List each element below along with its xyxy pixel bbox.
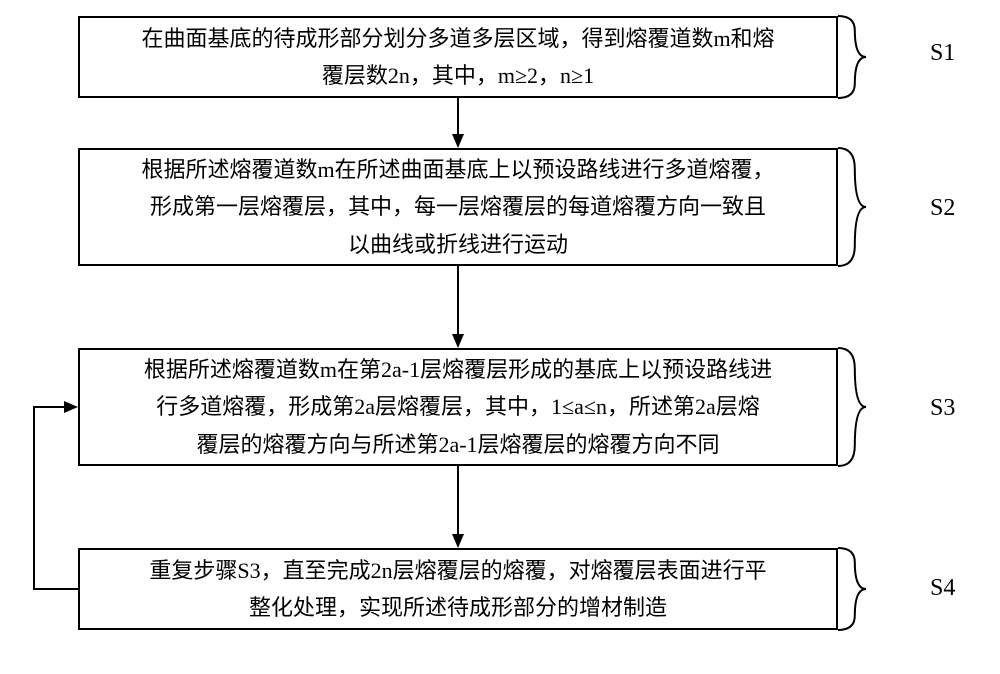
flow-node-s1: 在曲面基底的待成形部分划分多道多层区域，得到熔覆道数m和熔 覆层数2n，其中，m… [78, 16, 838, 98]
flow-node-s3: 根据所述熔覆道数m在第2a-1层熔覆层形成的基底上以预设路线进 行多道熔覆，形成… [78, 348, 838, 466]
flow-node-text: 根据所述熔覆道数m在第2a-1层熔覆层形成的基底上以预设路线进 行多道熔覆，形成… [144, 351, 772, 463]
step-label-s2: S2 [930, 195, 955, 222]
flow-node-text: 在曲面基底的待成形部分划分多道多层区域，得到熔覆道数m和熔 覆层数2n，其中，m… [141, 20, 774, 95]
step-label-s4: S4 [930, 575, 955, 602]
flow-node-text: 重复步骤S3，直至完成2n层熔覆层的熔覆，对熔覆层表面进行平 整化处理，实现所述… [149, 552, 766, 627]
flow-node-s4: 重复步骤S3，直至完成2n层熔覆层的熔覆，对熔覆层表面进行平 整化处理，实现所述… [78, 548, 838, 630]
step-label-s1: S1 [930, 40, 955, 67]
step-label-s3: S3 [930, 395, 955, 422]
flowchart-canvas: 在曲面基底的待成形部分划分多道多层区域，得到熔覆道数m和熔 覆层数2n，其中，m… [0, 0, 1000, 674]
flow-node-s2: 根据所述熔覆道数m在所述曲面基底上以预设路线进行多道熔覆， 形成第一层熔覆层，其… [78, 148, 838, 266]
flow-node-text: 根据所述熔覆道数m在所述曲面基底上以预设路线进行多道熔覆， 形成第一层熔覆层，其… [141, 151, 774, 263]
